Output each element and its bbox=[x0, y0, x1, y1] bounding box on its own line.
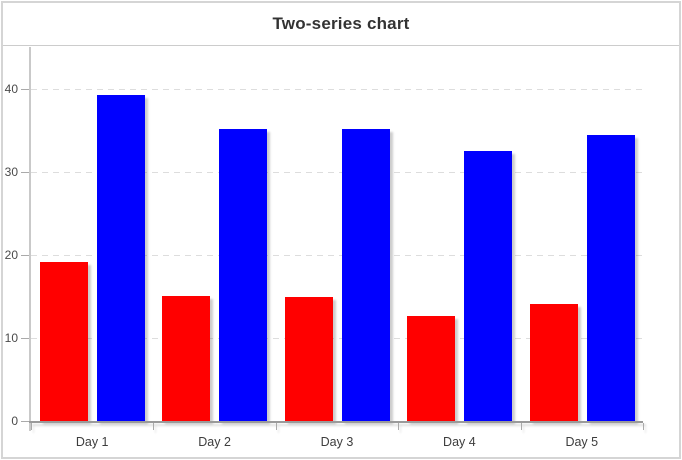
y-axis-label: 40 bbox=[4, 82, 18, 96]
x-tick bbox=[520, 423, 522, 430]
bar-blue-day-4[interactable] bbox=[464, 151, 513, 421]
x-axis-label: Day 2 bbox=[198, 435, 231, 449]
y-tick bbox=[21, 89, 31, 90]
gridline bbox=[31, 88, 643, 90]
y-tick bbox=[21, 172, 31, 173]
x-axis-label: Day 3 bbox=[320, 435, 354, 449]
bar-red-day-4[interactable] bbox=[407, 316, 456, 421]
y-axis-label: 0 bbox=[11, 414, 18, 428]
x-tick bbox=[31, 423, 32, 430]
x-axis-label: Day 5 bbox=[565, 435, 599, 449]
bar-red-day-1[interactable] bbox=[40, 261, 88, 421]
bar-red-day-3[interactable] bbox=[284, 296, 333, 421]
y-axis-line bbox=[29, 47, 31, 431]
chart-title-bar: Two-series chart bbox=[3, 3, 679, 46]
x-tick bbox=[153, 423, 155, 430]
gridline bbox=[31, 171, 643, 173]
y-tick bbox=[21, 255, 31, 256]
gridline bbox=[31, 337, 643, 339]
y-tick bbox=[21, 338, 31, 339]
gridline bbox=[31, 254, 643, 256]
y-axis-label: 20 bbox=[4, 248, 18, 262]
y-tick bbox=[21, 421, 31, 422]
x-tick bbox=[398, 423, 400, 430]
bar-blue-day-1[interactable] bbox=[97, 94, 145, 421]
y-axis-label: 30 bbox=[4, 165, 18, 179]
x-axis-label: Day 4 bbox=[443, 435, 476, 449]
x-tick bbox=[643, 423, 644, 430]
bar-red-day-2[interactable] bbox=[162, 295, 211, 421]
y-axis-label: 10 bbox=[4, 331, 18, 345]
bar-blue-day-5[interactable] bbox=[586, 135, 635, 421]
bar-red-day-5[interactable] bbox=[529, 303, 578, 421]
x-axis-line bbox=[29, 421, 643, 423]
bar-blue-day-3[interactable] bbox=[341, 128, 390, 421]
x-axis-label: Day 1 bbox=[75, 435, 109, 449]
chart-title: Two-series chart bbox=[272, 14, 410, 33]
x-tick bbox=[275, 423, 277, 430]
bar-blue-day-2[interactable] bbox=[219, 128, 268, 421]
